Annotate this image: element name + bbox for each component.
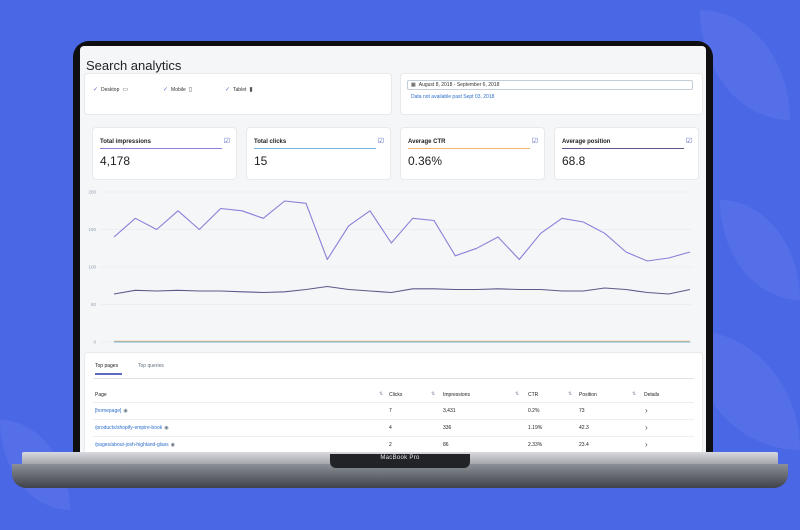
tab-top-queries[interactable]: Top queries [138, 363, 164, 369]
device-desktop[interactable]: ✓ Desktop ▭ [93, 86, 129, 94]
date-range-card: ▦ August 8, 2018 - September 6, 2018 Dat… [401, 74, 702, 114]
metric-label: Average CTR [408, 139, 446, 145]
date-note: Data not available past Sept 03, 2018 [411, 94, 495, 100]
chevron-right-icon[interactable]: › [645, 406, 648, 415]
eye-icon[interactable]: ◉ [170, 442, 176, 448]
metric-label: Total impressions [100, 139, 151, 145]
table-row: /pages/about-josh-highland-glass ◉ 2 86 2… [93, 436, 694, 452]
column-header-impressions[interactable]: Impressions [443, 392, 470, 398]
device-label: Mobile [171, 86, 186, 93]
series-line-0 [113, 200, 691, 262]
metric-label: Average position [562, 139, 611, 145]
chevron-right-icon[interactable]: › [645, 423, 648, 432]
y-tick-label: 100 [88, 265, 96, 270]
checkbox-checked-icon[interactable]: ✓ [225, 87, 231, 93]
sort-icon[interactable]: ⇅ [379, 391, 384, 397]
column-header-ctr[interactable]: CTR [528, 392, 539, 398]
metric-value: 15 [254, 154, 268, 168]
mobile-icon: ▯ [188, 87, 193, 93]
table-row: /products/shopify-empire-book ◉ 4 336 1.1… [93, 419, 694, 436]
column-header-details: Details [644, 392, 660, 398]
impressions-cell: 336 [443, 425, 452, 431]
page-link[interactable]: /products/shopify-empire-book ◉ [95, 425, 169, 431]
clicks-cell: 2 [389, 442, 392, 448]
checkbox-checked-icon[interactable]: ✓ [93, 87, 99, 93]
metric-value: 4,178 [100, 154, 131, 168]
date-range-picker[interactable]: ▦ August 8, 2018 - September 6, 2018 [407, 80, 693, 90]
metric-label: Total clicks [254, 139, 287, 145]
device-label: Desktop [101, 86, 120, 93]
eye-icon[interactable]: ◉ [123, 408, 128, 414]
ctr-cell: 2.33% [528, 442, 543, 448]
sort-icon[interactable]: ⇅ [568, 391, 573, 397]
y-tick-label: 150 [88, 227, 96, 232]
metric-card-clicks[interactable]: Total clicks ☑ 15 [247, 128, 390, 179]
y-tick-label: 200 [88, 190, 96, 195]
ctr-cell: 0.2% [528, 408, 540, 414]
checkbox-checked-icon[interactable]: ☑ [377, 138, 384, 145]
laptop-notch [330, 454, 470, 468]
sort-icon[interactable]: ⇅ [632, 391, 637, 397]
line-chart: 200 150 100 50 0 [88, 190, 692, 345]
position-cell: 23.4 [579, 442, 589, 448]
position-cell: 42.3 [579, 425, 589, 431]
table-row: [homepage] ◉ 7 3,431 0.2% 73 › [93, 402, 694, 419]
column-header-clicks[interactable]: Clicks [389, 392, 403, 398]
laptop-base [12, 464, 788, 488]
app-screen: Search analytics ✓ Desktop ▭ ✓ Mobile ▯ … [80, 46, 706, 452]
background-leaf [720, 200, 800, 300]
y-tick-label: 50 [91, 302, 97, 307]
date-range-label: August 8, 2018 - September 6, 2018 [418, 82, 500, 88]
metric-card-position[interactable]: Average position ☑ 68.8 [555, 128, 698, 179]
tab-top-pages[interactable]: Top pages [95, 363, 119, 369]
eye-icon[interactable]: ◉ [164, 425, 169, 431]
device-label: Tablet [233, 86, 247, 93]
page-link[interactable]: /pages/about-josh-highland-glass ◉ [95, 442, 176, 448]
impressions-cell: 3,431 [443, 408, 456, 414]
tabs-divider [93, 378, 694, 379]
device-tablet[interactable]: ✓ Tablet ▮ [225, 86, 253, 94]
page-link[interactable]: [homepage] ◉ [95, 408, 128, 414]
chevron-right-icon[interactable]: › [645, 440, 648, 449]
device-mobile[interactable]: ✓ Mobile ▯ [163, 86, 193, 94]
calendar-icon: ▦ [411, 82, 416, 88]
clicks-cell: 4 [389, 425, 392, 431]
metric-color-line [254, 148, 376, 149]
desktop-icon: ▭ [122, 87, 129, 93]
page-title: Search analytics [86, 58, 182, 73]
checkbox-checked-icon[interactable]: ✓ [163, 87, 169, 93]
sort-icon[interactable]: ⇅ [431, 391, 436, 397]
metric-card-ctr[interactable]: Average CTR ☑ 0.36% [401, 128, 544, 179]
checkbox-checked-icon[interactable]: ☑ [531, 138, 538, 145]
metric-color-line [562, 148, 684, 149]
metric-value: 0.36% [408, 154, 443, 168]
column-header-page[interactable]: Page [95, 392, 107, 398]
y-tick-label: 0 [93, 340, 96, 345]
clicks-cell: 7 [389, 408, 392, 414]
metric-value: 68.8 [562, 154, 586, 168]
metric-color-line [100, 148, 222, 149]
laptop-brand-label: MacBook Pro [380, 455, 420, 461]
sort-icon[interactable]: ⇅ [515, 391, 520, 397]
series-line-1 [113, 285, 691, 295]
metric-card-impressions[interactable]: Total impressions ☑ 4,178 [93, 128, 236, 179]
column-header-position[interactable]: Position [579, 392, 597, 398]
ctr-cell: 1.19% [528, 425, 543, 431]
checkbox-checked-icon[interactable]: ☑ [223, 138, 230, 145]
background-leaf [700, 10, 790, 120]
tablet-icon: ▮ [249, 87, 253, 93]
top-pages-card: Top pages Top queries Page ⇅ Clicks ⇅ Im… [85, 353, 702, 452]
metric-color-line [408, 148, 530, 149]
position-cell: 73 [579, 408, 585, 414]
impressions-cell: 86 [443, 442, 449, 448]
tab-active-underline [95, 373, 122, 375]
filters-card: ✓ Desktop ▭ ✓ Mobile ▯ ✓ Tablet ▮ [85, 74, 391, 114]
checkbox-checked-icon[interactable]: ☑ [685, 138, 692, 145]
